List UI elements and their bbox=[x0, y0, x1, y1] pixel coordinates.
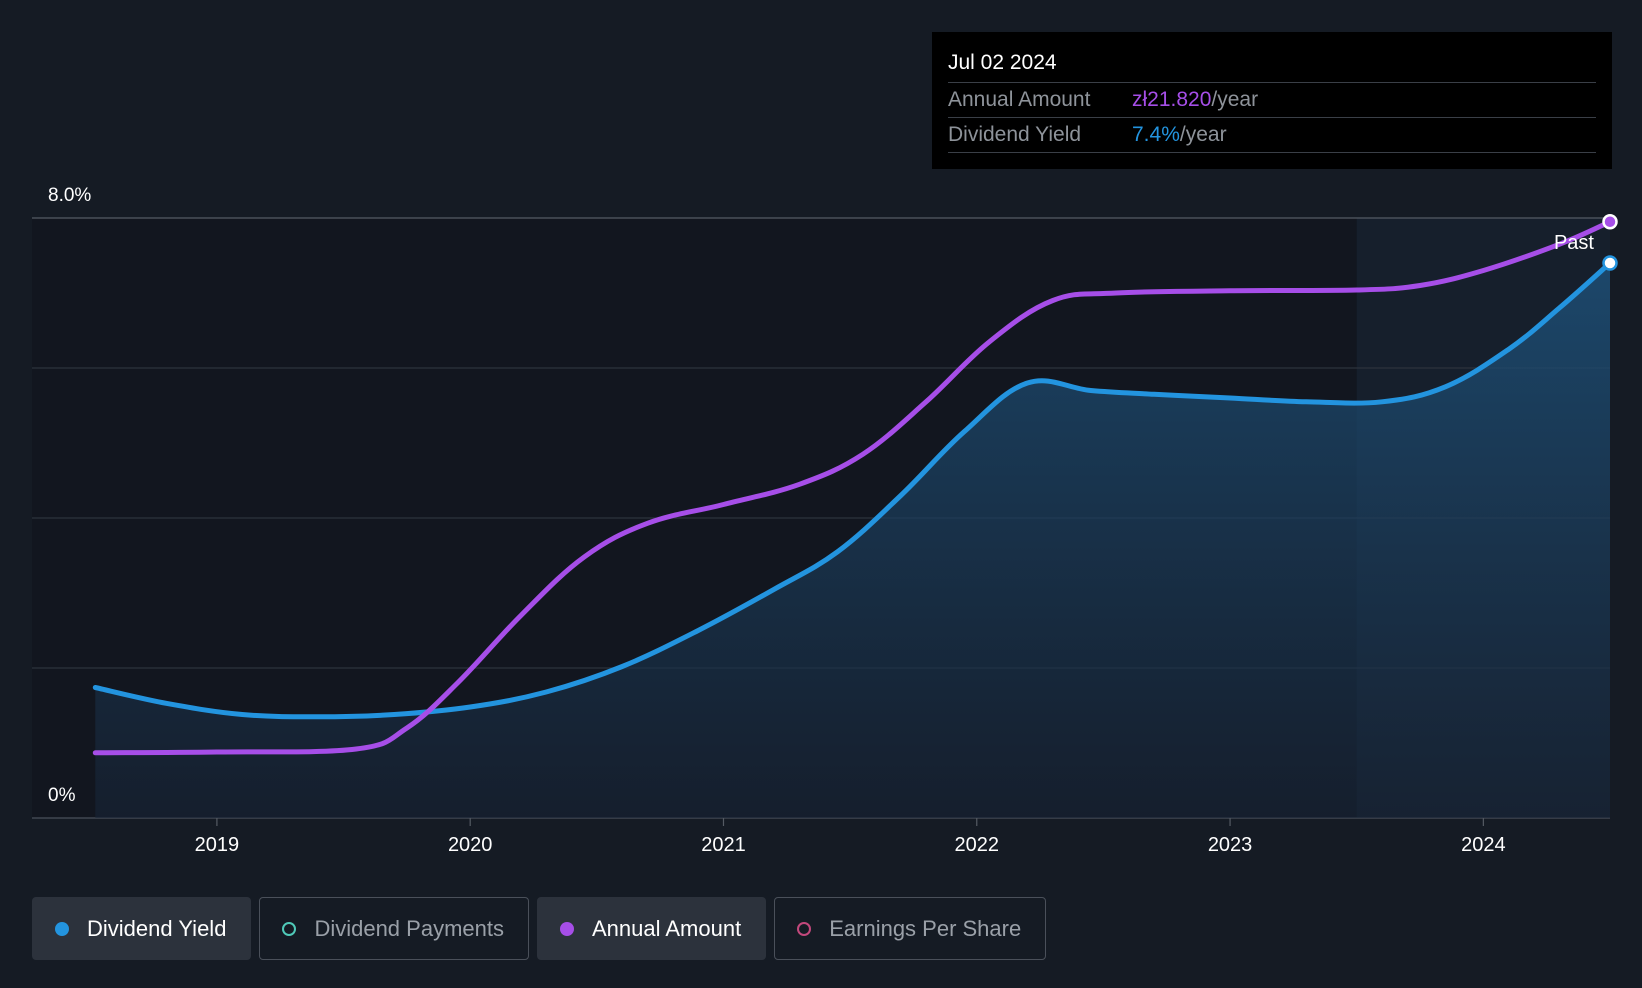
legend-dot-icon bbox=[797, 921, 812, 936]
tooltip-row-dividend-yield: Dividend Yield 7.4% /year bbox=[948, 118, 1596, 153]
legend-dividend-yield[interactable]: Dividend Yield bbox=[32, 897, 252, 960]
y-tick-label-top: 8.0% bbox=[48, 185, 91, 206]
legend-dot-icon bbox=[559, 921, 574, 936]
x-tick-label: 2023 bbox=[1208, 834, 1253, 856]
past-label: Past bbox=[1554, 232, 1594, 254]
legend-annual-amount[interactable]: Annual Amount bbox=[536, 897, 767, 960]
x-tick-label: 2020 bbox=[448, 834, 493, 856]
legend-dot-icon bbox=[55, 921, 69, 936]
tooltip-value: 7.4% bbox=[1132, 123, 1180, 146]
legend-dividend-payments[interactable]: Dividend Payments bbox=[259, 897, 529, 960]
legend-label: Annual Amount bbox=[591, 915, 742, 941]
tooltip-value: zł21.820 bbox=[1132, 88, 1212, 111]
x-tick-label: 2019 bbox=[195, 834, 240, 856]
tooltip-unit: /year bbox=[1179, 123, 1227, 146]
x-tick-label: 2021 bbox=[701, 834, 746, 856]
annual-amount-line bbox=[92, 219, 1613, 756]
tooltip-label: Dividend Yield bbox=[948, 123, 1082, 146]
legend-earnings-per-share[interactable]: Earnings Per Share bbox=[774, 897, 1047, 960]
legend: Dividend Yield Dividend Payments Annual … bbox=[32, 897, 1047, 960]
x-tick-label: 2024 bbox=[1461, 834, 1506, 856]
tooltip-date: Jul 02 2024 bbox=[948, 48, 1596, 83]
tooltip-row-annual-amount: Annual Amount zł21.820 /year bbox=[948, 83, 1596, 118]
annual-amount-end-marker bbox=[1602, 214, 1618, 230]
legend-dot-icon bbox=[282, 921, 297, 936]
y-tick-label-bottom: 0% bbox=[48, 785, 76, 806]
legend-label: Earnings Per Share bbox=[829, 915, 1022, 941]
legend-label: Dividend Payments bbox=[314, 915, 504, 941]
legend-label: Dividend Yield bbox=[87, 915, 227, 941]
dividend-yield-line bbox=[92, 260, 1613, 720]
tooltip: Jul 02 2024 Annual Amount zł21.820 /year… bbox=[932, 32, 1612, 169]
tooltip-unit: /year bbox=[1211, 88, 1259, 111]
dividend-yield-end-marker bbox=[1602, 255, 1618, 271]
x-tick-label: 2022 bbox=[955, 834, 1000, 856]
tooltip-label: Annual Amount bbox=[948, 88, 1091, 111]
